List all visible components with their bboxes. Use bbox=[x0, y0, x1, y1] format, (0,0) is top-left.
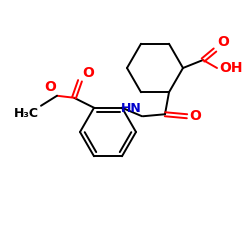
Text: O: O bbox=[82, 66, 94, 80]
Text: H₃C: H₃C bbox=[14, 107, 39, 120]
Text: O: O bbox=[189, 109, 201, 123]
Text: O: O bbox=[217, 35, 229, 49]
Text: O: O bbox=[44, 80, 56, 94]
Text: HN: HN bbox=[121, 102, 142, 115]
Text: OH: OH bbox=[219, 61, 242, 75]
